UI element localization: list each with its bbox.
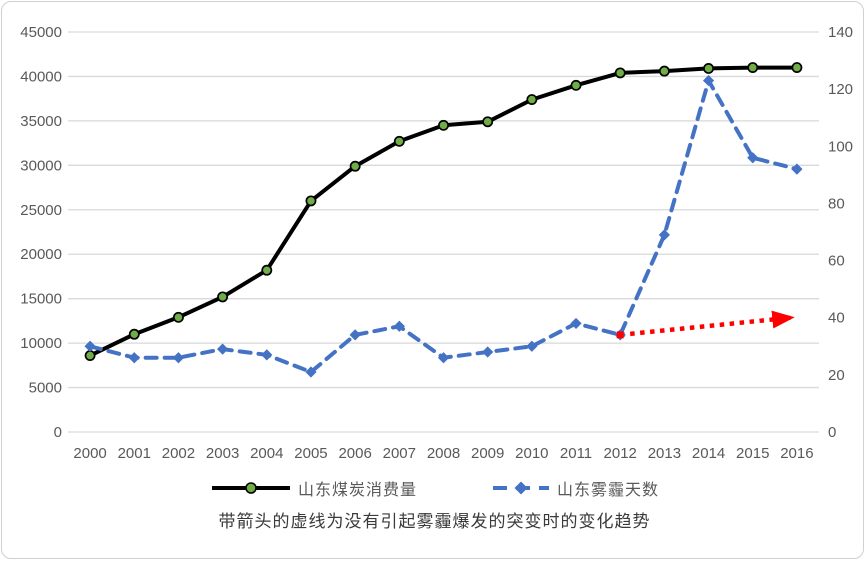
haze-data-point <box>570 317 582 330</box>
left-axis-tick-label: 5000 <box>29 380 62 397</box>
x-axis-tick-label: 2015 <box>736 445 769 462</box>
right-axis-tick-label: 100 <box>828 138 853 155</box>
left-axis-tick-label: 15000 <box>20 291 62 308</box>
coal-data-point <box>261 264 273 276</box>
x-axis-tick-label: 2001 <box>118 445 151 462</box>
x-axis-tick-label: 2007 <box>383 445 416 462</box>
coal-data-point <box>526 94 538 106</box>
right-axis-tick-label: 60 <box>828 253 845 270</box>
x-axis-tick-label: 2003 <box>206 445 239 462</box>
legend-item-haze: 山东雾霾天数 <box>491 476 659 500</box>
right-axis-tick-label: 0 <box>828 424 836 441</box>
coal-data-point <box>349 160 361 172</box>
left-axis-tick-label: 20000 <box>20 246 62 263</box>
coal-data-point <box>703 62 715 74</box>
left-axis-tick-label: 45000 <box>20 24 62 41</box>
coal-data-point <box>791 62 803 74</box>
right-axis-tick-label: 140 <box>828 24 853 41</box>
left-axis-tick-label: 10000 <box>20 335 62 352</box>
x-axis-tick-label: 2013 <box>648 445 681 462</box>
coal-data-point <box>570 79 582 91</box>
legend: 山东煤炭消费量 山东雾霾天数 <box>2 476 865 500</box>
coal-data-point <box>658 65 670 77</box>
haze-data-point <box>305 366 317 378</box>
x-axis-tick-label: 2009 <box>471 445 504 462</box>
coal-data-point <box>84 350 96 362</box>
haze-series-swatch-icon <box>493 481 549 495</box>
haze-data-point <box>526 340 538 352</box>
haze-data-point <box>393 320 405 332</box>
haze-data-point <box>437 352 450 364</box>
haze-data-point <box>172 352 185 364</box>
x-axis-tick-label: 2012 <box>604 445 637 462</box>
legend-label-haze: 山东雾霾天数 <box>557 482 660 499</box>
left-axis-tick-label: 35000 <box>20 113 62 130</box>
coal-data-point <box>482 116 494 128</box>
right-axis-tick-label: 20 <box>828 367 845 384</box>
haze-data-point <box>702 74 715 87</box>
haze-data-point <box>658 229 670 241</box>
legend-item-coal: 山东煤炭消费量 <box>210 476 417 500</box>
x-axis-tick-label: 2010 <box>515 445 548 462</box>
haze-data-point <box>791 163 803 175</box>
x-axis-tick-label: 2014 <box>692 445 725 462</box>
legend-label-coal: 山东煤炭消费量 <box>297 482 417 499</box>
coal-line <box>88 65 799 358</box>
annotation-caption: 带箭头的虚线为没有引起雾霾爆发的突变时的变化趋势 <box>218 512 651 531</box>
x-axis-tick-label: 2004 <box>250 445 283 462</box>
coal-data-point <box>614 67 626 79</box>
coal-data-point <box>438 119 449 131</box>
left-axis-tick-label: 40000 <box>20 68 62 85</box>
coal-data-point <box>128 328 140 340</box>
right-axis-tick-label: 80 <box>828 195 845 212</box>
haze-data-point <box>261 349 273 361</box>
haze-data-point <box>349 329 361 341</box>
haze-data-point <box>84 340 96 352</box>
x-axis-tick-label: 2016 <box>780 445 813 462</box>
x-axis-tick-label: 2002 <box>162 445 195 462</box>
x-axis-tick-label: 2005 <box>294 445 327 462</box>
right-axis-tick-label: 40 <box>828 310 845 327</box>
haze-data-point <box>747 152 759 164</box>
coal-data-point <box>217 291 229 303</box>
trend-arrow-start-dot <box>616 331 624 339</box>
coal-data-point <box>393 135 405 147</box>
haze-data-point <box>482 346 494 358</box>
coal-data-point <box>747 62 759 74</box>
left-axis-tick-label: 25000 <box>20 202 62 219</box>
x-axis-tick-label: 2000 <box>73 445 106 462</box>
haze-data-point <box>217 343 229 355</box>
coal-data-point <box>172 311 184 323</box>
right-axis-tick-label: 120 <box>828 81 853 98</box>
x-axis-tick-label: 2008 <box>427 445 460 462</box>
coal-data-point <box>305 195 317 207</box>
trend-arrow <box>619 310 795 338</box>
x-axis-tick-label: 2011 <box>560 445 592 462</box>
x-axis-tick-label: 2006 <box>338 445 371 462</box>
coal-series-swatch-icon <box>211 482 290 494</box>
left-axis-tick-label: 0 <box>54 424 62 441</box>
left-axis-tick-label: 30000 <box>20 157 62 174</box>
haze-data-point <box>128 352 140 364</box>
